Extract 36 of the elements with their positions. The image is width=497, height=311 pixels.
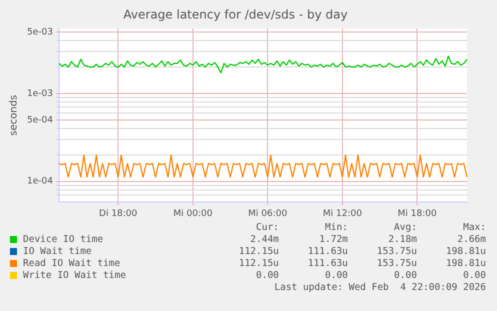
x-tick-label: Mi 06:00 [248,208,288,219]
legend-label: IO Wait time [22,246,93,258]
y-tick-label: 1e-03 [26,88,53,99]
x-tick-label: Mi 00:00 [173,208,213,219]
text: 2.18m [387,234,417,246]
text: 0.00 [255,270,279,282]
legend-label: Device IO time [22,234,104,246]
text: 0.00 [324,270,348,282]
chart-title: Average latency for /dev/sds - by day [123,7,348,22]
x-tick-label: Mi 12:00 [322,208,362,219]
text: 198.81u [444,246,486,258]
text: Last update: Wed Feb 4 22:00:09 2026 [273,282,487,293]
text: 2.44m [249,234,279,246]
text: 0.00 [462,270,486,282]
text: Max: [462,222,486,234]
text: 2.66m [456,234,486,246]
text: 112.15u [238,246,279,258]
y-tick-label: 1e-04 [26,176,54,187]
text: Cur: [255,222,279,234]
y-tick-label: 5e-04 [26,115,54,126]
legend-label: Write IO Wait time [22,270,127,282]
text: 111.63u [306,258,348,270]
text: Min: [324,222,348,234]
legend-label: Read IO Wait time [22,258,122,270]
text: 198.81u [444,258,486,270]
text: Avg: [393,222,417,234]
text: 112.15u [238,258,279,270]
text: 111.63u [306,246,348,258]
text: 0.00 [393,270,417,282]
y-tick-label: 5e-03 [26,27,53,38]
text: 153.75u [376,246,417,258]
x-tick-label: Di 18:00 [99,208,138,219]
text: 1.72m [318,234,348,246]
y-axis-title: seconds [8,94,20,136]
text: 153.75u [376,258,417,270]
x-tick-label: Mi 18:00 [398,208,437,219]
